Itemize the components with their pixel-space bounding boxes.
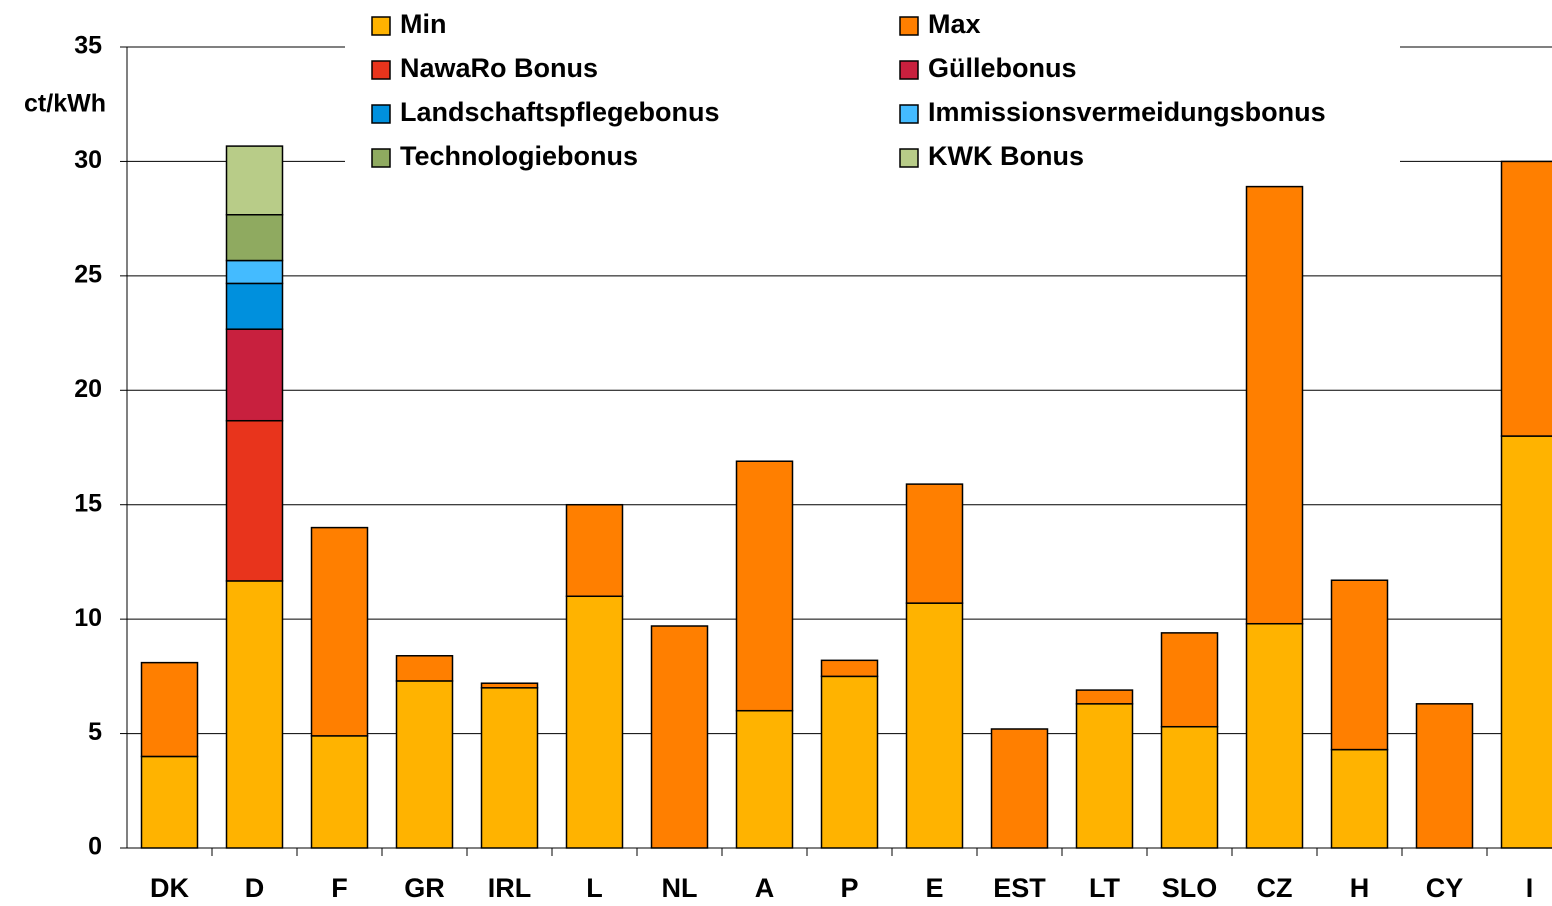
bar-segment: [990, 728, 1049, 849]
bar-segment: [820, 659, 879, 678]
y-tick-label: 35: [74, 32, 102, 60]
bar-segment: [1160, 725, 1219, 849]
bar-segment: [140, 755, 199, 849]
x-tick-label: CZ: [1257, 873, 1293, 903]
y-tick-label: 10: [74, 604, 102, 632]
bar-segment: [225, 259, 284, 285]
bar-segment: [480, 687, 539, 849]
bar-segment: [565, 595, 624, 849]
bar-segment: [1075, 703, 1134, 849]
bar-segment: [735, 460, 794, 712]
bar-segment: [310, 735, 369, 849]
legend-label: Güllebonus: [928, 53, 1077, 83]
bar-segment: [820, 675, 879, 849]
bar-segment: [225, 328, 284, 422]
x-tick-label: DK: [150, 873, 189, 903]
legend-label: KWK Bonus: [928, 141, 1084, 171]
x-tick-label: E: [925, 873, 943, 903]
x-tick-label: CY: [1426, 873, 1464, 903]
legend-label: NawaRo Bonus: [400, 53, 598, 83]
bar-segment: [225, 419, 284, 582]
y-tick-label: 15: [74, 489, 102, 517]
y-tick-label: 0: [88, 833, 102, 861]
x-tick-label: NL: [662, 873, 698, 903]
bar-segment: [1075, 689, 1134, 705]
bar-segment: [650, 625, 709, 849]
legend-background: [345, 0, 1400, 178]
x-tick-label: SLO: [1162, 873, 1218, 903]
x-tick-label: EST: [993, 873, 1046, 903]
bar-segment: [1330, 579, 1389, 751]
bar-segment: [140, 661, 199, 758]
legend-swatch: [899, 60, 919, 80]
y-tick-label: 25: [74, 260, 102, 288]
bar-segment: [225, 145, 284, 216]
legend-swatch: [899, 148, 919, 168]
x-tick-label: A: [755, 873, 775, 903]
bar-segment: [1160, 632, 1219, 728]
legend-swatch: [899, 16, 919, 36]
legend-label: Technologiebonus: [400, 141, 638, 171]
bar-segment: [1330, 748, 1389, 849]
x-tick-label: IRL: [488, 873, 532, 903]
y-axis-label: ct/kWh: [24, 90, 106, 118]
y-tick-label: 5: [88, 718, 102, 746]
bar-segment: [1500, 160, 1552, 437]
legend-swatch: [371, 148, 391, 168]
bar-segment: [1245, 185, 1304, 625]
bar-segment: [395, 680, 454, 849]
bar-segment: [1500, 435, 1552, 849]
legend-label: Landschaftspflegebonus: [400, 97, 720, 127]
bar-segment: [1245, 622, 1304, 849]
x-tick-label: F: [331, 873, 348, 903]
bar-segment: [735, 709, 794, 849]
y-tick-label: 30: [74, 146, 102, 174]
legend-swatch: [371, 104, 391, 124]
bar-segment: [905, 483, 964, 604]
bar-segment: [395, 655, 454, 682]
bar-segment: [310, 526, 369, 737]
bar-segment: [225, 580, 284, 849]
x-tick-label: H: [1350, 873, 1370, 903]
x-tick-label: GR: [404, 873, 445, 903]
x-tick-label: D: [245, 873, 265, 903]
legend-label: Min: [400, 9, 447, 39]
y-tick-label: 20: [74, 375, 102, 403]
x-tick-label: L: [586, 873, 603, 903]
bar-segment: [480, 682, 539, 689]
bar-segment: [1415, 703, 1474, 849]
x-tick-label: I: [1526, 873, 1534, 903]
legend-label: Immissionsvermeidungsbonus: [928, 97, 1326, 127]
x-tick-label: P: [840, 873, 858, 903]
legend-label: Max: [928, 9, 981, 39]
x-tick-label: LT: [1089, 873, 1120, 903]
bar-segment: [225, 282, 284, 330]
legend-swatch: [899, 104, 919, 124]
bar-segment: [565, 503, 624, 598]
legend-swatch: [371, 16, 391, 36]
legend-swatch: [371, 60, 391, 80]
bar-segment: [225, 214, 284, 262]
bar-segment: [905, 602, 964, 849]
